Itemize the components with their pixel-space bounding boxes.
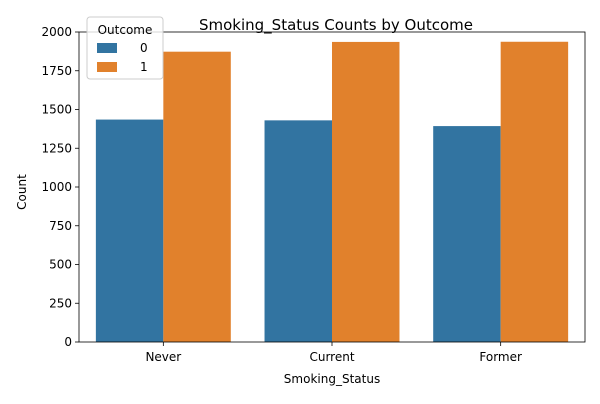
bar-former-outcome-0 (433, 126, 501, 342)
bars-group (95, 41, 569, 343)
bar-current-outcome-1 (332, 41, 400, 343)
x-axis: Never Current Former (145, 342, 522, 364)
legend-swatch-outcome-1 (97, 62, 117, 72)
y-axis: 0 250 500 750 1000 1250 1500 1750 2000 (41, 25, 79, 349)
y-tick-label: 0 (64, 335, 72, 349)
y-axis-label: Count (15, 174, 29, 210)
y-tick-label: 1750 (41, 64, 72, 78)
legend-label-outcome-0: 0 (140, 41, 148, 55)
bar-current-outcome-0 (264, 120, 332, 342)
plot-frame (78, 31, 586, 343)
y-tick-label: 500 (49, 258, 72, 272)
bar-never-outcome-1 (163, 51, 231, 342)
x-tick-label-former: Former (479, 350, 522, 364)
y-tick-label: 1250 (41, 141, 72, 155)
x-tick-label-never: Never (145, 350, 181, 364)
legend: Outcome 01 (86, 16, 164, 80)
bar-former-outcome-1 (500, 41, 569, 342)
y-tick-label: 1000 (41, 180, 72, 194)
y-tick-label: 750 (49, 219, 72, 233)
y-tick-label: 1500 (41, 103, 72, 117)
plot-spines (78, 31, 586, 343)
y-tick-label: 2000 (41, 25, 72, 39)
legend-label-outcome-1: 1 (140, 60, 148, 74)
legend-title: Outcome (98, 23, 153, 37)
legend-swatch-outcome-0 (97, 43, 117, 53)
x-tick-label-current: Current (309, 350, 354, 364)
y-tick-label: 250 (49, 296, 72, 310)
legend-items: 01 (97, 41, 148, 74)
x-axis-label: Smoking_Status (284, 372, 380, 386)
bar-never-outcome-0 (95, 119, 164, 342)
chart-title: Smoking_Status Counts by Outcome (199, 16, 473, 35)
